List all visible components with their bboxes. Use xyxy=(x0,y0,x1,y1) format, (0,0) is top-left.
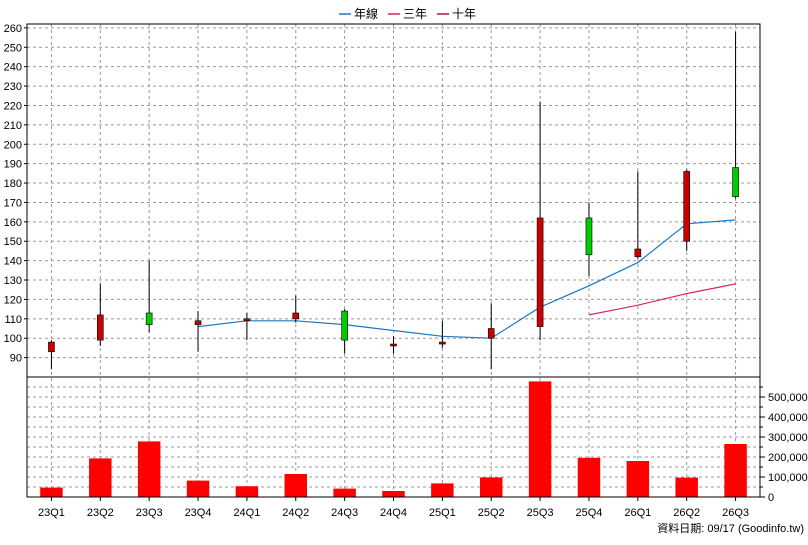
annual-line xyxy=(197,219,736,339)
candle-body xyxy=(243,318,251,322)
volume-bar xyxy=(186,480,210,497)
price-tick-label: 260 xyxy=(4,23,22,35)
candle-body xyxy=(487,328,495,339)
price-tick-label: 90 xyxy=(10,353,22,365)
price-tick-label: 100 xyxy=(4,333,22,345)
legend-label: 十年 xyxy=(452,7,476,21)
candle-body xyxy=(634,248,642,258)
x-tick-label: 26Q1 xyxy=(624,507,651,519)
x-tick-label: 23Q3 xyxy=(136,507,163,519)
volume-bar xyxy=(137,441,161,497)
price-grid xyxy=(27,24,760,497)
legend-label: 年線 xyxy=(354,6,378,21)
price-tick-label: 140 xyxy=(4,256,22,268)
legend-label: 三年 xyxy=(403,7,427,21)
volume-tick-label: 400,000 xyxy=(768,412,808,424)
candle-body xyxy=(683,171,691,242)
candlesticks xyxy=(48,31,739,370)
x-tick-label: 26Q3 xyxy=(722,507,749,519)
x-axis: 23Q1 23Q2 23Q3 23Q4 24Q1 24Q2 24Q3 24Q4 25Q1 25Q2… xyxy=(38,497,749,519)
candle-body xyxy=(194,320,202,325)
volume-tick-label: 300,000 xyxy=(768,432,808,444)
volume-bar xyxy=(479,477,503,497)
volume-bar xyxy=(235,486,259,497)
volume-bar xyxy=(724,444,747,497)
candle-body xyxy=(97,314,104,341)
data-date-footer: 資料日期: 09/17 (Goodinfo.tw) xyxy=(657,521,804,535)
price-tick-label: 240 xyxy=(4,62,22,74)
price-tick-label: 120 xyxy=(4,294,22,306)
x-tick-label: 26Q2 xyxy=(673,507,700,519)
x-tick-label: 25Q3 xyxy=(527,507,554,519)
price-tick-label: 230 xyxy=(4,81,22,93)
x-tick-label: 25Q4 xyxy=(576,507,603,519)
candle-body xyxy=(439,341,446,345)
three-year-line xyxy=(588,283,736,316)
volume-tick-label: 100,000 xyxy=(768,472,808,484)
volume-bar xyxy=(382,491,405,497)
x-tick-label: 23Q2 xyxy=(87,507,114,519)
price-axis: 90 100 110 120 130 140 150 160 170 180 190 200 210 22… xyxy=(4,23,27,365)
x-tick-label: 24Q3 xyxy=(331,507,358,519)
x-tick-label: 24Q4 xyxy=(380,507,407,519)
volume-bar xyxy=(284,474,308,497)
price-tick-label: 130 xyxy=(4,275,22,287)
x-tick-label: 25Q2 xyxy=(478,507,505,519)
volume-bar xyxy=(626,461,650,497)
candle-body xyxy=(292,312,300,320)
candle-body xyxy=(585,217,593,256)
x-tick-label: 24Q1 xyxy=(233,507,260,519)
volume-tick-label: 200,000 xyxy=(768,452,808,464)
price-tick-label: 170 xyxy=(4,197,22,209)
x-tick-label: 24Q2 xyxy=(282,507,309,519)
x-tick-label: 23Q1 xyxy=(38,507,65,519)
volume-bar xyxy=(333,488,356,497)
candle-body xyxy=(390,343,397,347)
price-tick-label: 220 xyxy=(4,100,22,112)
volume-bar xyxy=(577,457,601,497)
x-tick-label: 25Q1 xyxy=(429,507,456,519)
price-tick-label: 110 xyxy=(4,314,22,326)
candle-body xyxy=(536,217,544,327)
price-tick-label: 210 xyxy=(4,120,22,132)
volume-tick-label: 0 xyxy=(768,492,774,504)
volume-tick-label: 500,000 xyxy=(768,392,808,404)
volume-bars xyxy=(40,381,747,497)
price-tick-label: 250 xyxy=(4,42,22,54)
plot-frame xyxy=(26,23,761,498)
candle-body xyxy=(732,167,739,197)
volume-bar xyxy=(431,483,454,497)
price-tick-label: 200 xyxy=(4,139,22,151)
volume-bar xyxy=(675,477,698,497)
price-tick-label: 190 xyxy=(4,159,22,171)
volume-bar xyxy=(40,487,63,497)
volume-axis: 0 100,000 200,000 300,000 400,000 500,000 xyxy=(760,386,808,504)
price-tick-label: 180 xyxy=(4,178,22,190)
moving-average-lines xyxy=(197,219,736,339)
x-tick-label: 23Q4 xyxy=(185,507,212,519)
chart-legend: 年線 三年 十年 xyxy=(339,6,476,21)
price-tick-label: 160 xyxy=(4,217,22,229)
candle-body xyxy=(48,341,55,353)
candle-body xyxy=(145,312,153,325)
volume-bar xyxy=(89,458,112,497)
volume-bar xyxy=(528,381,552,497)
price-tick-label: 150 xyxy=(4,236,22,248)
candle-body xyxy=(341,310,348,341)
